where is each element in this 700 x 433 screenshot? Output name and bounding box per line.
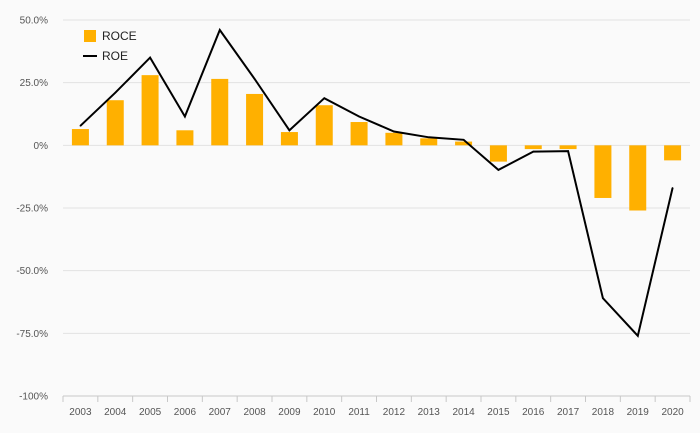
x-tick-label: 2006 [174, 407, 197, 418]
roce-bar [629, 145, 647, 211]
x-tick-label: 2016 [522, 407, 545, 418]
legend-label-roce: ROCE [102, 29, 137, 43]
x-tick-label: 2014 [452, 407, 475, 418]
x-tick-label: 2008 [243, 407, 266, 418]
roe-point [462, 139, 465, 141]
y-tick-label: 25.0% [20, 78, 48, 89]
x-tick-label: 2019 [627, 407, 650, 418]
roe-point [532, 150, 535, 153]
y-axis-tick-labels: 50.0% 25.0% 0% -25.0% -50.0% -75.0% -100% [16, 16, 48, 403]
x-tick-label: 2015 [487, 407, 510, 418]
roe-point [114, 91, 117, 94]
roe-point [218, 29, 221, 31]
x-tick-label: 2009 [278, 407, 301, 418]
y-tick-label: -100% [19, 392, 48, 403]
roce-bar [559, 145, 577, 150]
roe-point [427, 136, 430, 139]
roce-bar [315, 105, 333, 146]
roe-point [184, 115, 186, 118]
y-tick-label: 0% [34, 141, 49, 152]
roce-bar [664, 145, 682, 161]
roe-point [149, 56, 151, 59]
legend-swatch-roce [84, 30, 96, 42]
x-tick-label: 2012 [383, 407, 406, 418]
roe-point [602, 297, 604, 300]
roce-bar [280, 132, 298, 146]
roe-point [79, 124, 82, 127]
roce-bar [350, 122, 368, 146]
roce-bar [489, 145, 507, 162]
roce-bar [455, 141, 473, 146]
y-tick-label: -25.0% [16, 204, 48, 215]
roe-point [671, 187, 674, 189]
roe-line [79, 27, 674, 338]
legend-label-roe: ROE [102, 49, 128, 63]
y-tick-label: 50.0% [20, 16, 48, 27]
x-tick-label: 2011 [348, 407, 370, 418]
roe-point [358, 115, 360, 118]
roe-point [497, 169, 500, 171]
x-tick-label: 2020 [661, 407, 684, 418]
roce-bar [176, 130, 194, 146]
roe-point [567, 150, 569, 152]
x-tick-label: 2007 [209, 407, 232, 418]
roce-bar [246, 93, 264, 146]
roce-bar [71, 129, 89, 146]
roe-point [636, 335, 639, 337]
x-tick-label: 2010 [313, 407, 336, 418]
x-tick-label: 2003 [69, 407, 92, 418]
roce-bar [106, 100, 124, 146]
y-tick-label: -75.0% [16, 329, 48, 340]
x-axis [62, 395, 691, 402]
x-tick-label: 2013 [418, 407, 441, 418]
roe-point [253, 78, 256, 80]
x-axis-tick-labels: 2003 2004 2005 2006 2007 2008 2009 2010 2011 2012… [69, 407, 684, 418]
x-tick-label: 2018 [592, 407, 615, 418]
roe-line-group [79, 27, 674, 338]
x-tick-label: 2017 [557, 407, 580, 418]
roce-bar [420, 138, 438, 146]
roce-bar [594, 145, 612, 198]
roce-bar [385, 132, 403, 146]
roce-bar [211, 78, 229, 146]
roce-bar [141, 75, 159, 146]
x-tick-label: 2005 [139, 407, 162, 418]
y-tick-label: -50.0% [16, 266, 48, 277]
roce-bar [524, 145, 542, 150]
legend: ROCE ROE [83, 29, 137, 63]
roce-bars [71, 75, 682, 211]
roe-point [323, 97, 326, 100]
roe-point [288, 129, 291, 132]
roe-point [393, 130, 395, 133]
x-tick-label: 2004 [104, 407, 127, 418]
